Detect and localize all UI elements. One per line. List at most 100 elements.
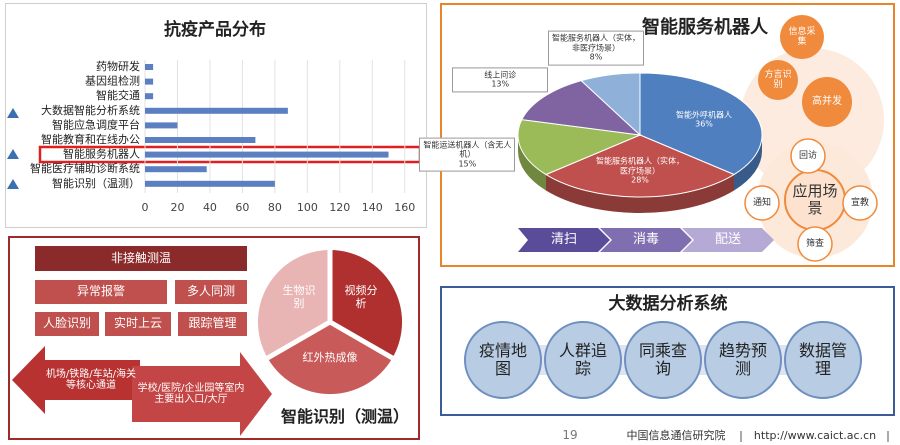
function-circle: [464, 321, 542, 399]
y-tick-label: 智能医疗辅助诊断系统: [30, 161, 140, 175]
x-tick-label: 120: [329, 201, 350, 214]
x-tick-label: 140: [362, 201, 383, 214]
feature-circle: [780, 15, 824, 59]
method-label: 生物识别: [282, 284, 316, 310]
pie-slice: [639, 72, 763, 176]
x-tick-label: 40: [203, 201, 217, 214]
page-number: 19: [562, 428, 578, 443]
pie-label-name: 智能外呼机器人: [676, 110, 733, 120]
chart-title: 抗疫产品分布: [164, 19, 266, 40]
pie-slice: [580, 72, 641, 137]
function-circle: [544, 321, 622, 399]
process-label: 消毒: [632, 231, 659, 247]
y-tick-label: 智能服务机器人: [63, 147, 140, 161]
bar: [145, 166, 207, 173]
feature-label: 异常报警: [76, 284, 125, 299]
method-label: 视频分析: [344, 284, 378, 310]
function-label: 疫情地图: [478, 340, 527, 378]
pie-slice-side: [734, 135, 762, 191]
feature-circle: [802, 77, 852, 127]
pie-label: 智能服务机器人（实体，非医疗场景） 8%: [548, 30, 644, 66]
bigdata-panel: [440, 286, 895, 416]
feature-label: 高并发: [812, 96, 842, 108]
pie-slice-side: [545, 174, 735, 213]
feature-label: 人脸识别: [42, 316, 91, 331]
feature-box: [178, 312, 247, 336]
pie-label-name: 线上问诊: [484, 70, 517, 80]
process-label: 清扫: [550, 231, 577, 247]
scenario-label: 回访: [798, 150, 817, 161]
bar: [145, 122, 178, 129]
panel-caption: 智能识别（测温）: [280, 406, 409, 426]
bar: [145, 180, 275, 187]
x-tick-label: 100: [297, 201, 318, 214]
feature-label: 实时上云: [113, 316, 162, 331]
bar: [145, 107, 288, 114]
pie-label-value: 8%: [589, 52, 603, 62]
method-label: 红外热成像: [302, 350, 358, 364]
robot-panel: [440, 3, 895, 267]
scenario-label: 筛查: [805, 238, 824, 249]
channel-arrow: [12, 346, 140, 414]
y-tick-label: 智能应急调度平台: [52, 117, 140, 131]
pie-label: 智能服务机器人（实体，医疗场景） 28%: [594, 157, 686, 186]
channel-label: 机场/铁路/车站/海关等核心通道: [45, 368, 137, 392]
x-tick-label: 20: [170, 201, 184, 214]
feature-box: [35, 246, 247, 271]
function-label: 趋势预测: [718, 340, 767, 378]
feature-box: [105, 312, 171, 336]
function-circle: [704, 321, 782, 399]
process-arrow: [682, 228, 774, 252]
scenario-circle: [797, 226, 833, 262]
pie-slice-side: [518, 135, 546, 191]
bar: [145, 64, 154, 70]
scenario-circle: [744, 185, 780, 221]
x-tick-label: 60: [235, 201, 249, 214]
channel-label: 学校/医院/企业园等室内主要出入口/大厅: [137, 382, 245, 406]
function-label: 同乘查询: [638, 340, 687, 378]
pie-label-value: 13%: [491, 79, 510, 89]
pie-label-name: 智能服务机器人（实体，医疗场景）: [596, 156, 684, 176]
function-circle: [624, 321, 702, 399]
pie-label-value: 28%: [631, 175, 649, 185]
y-tick-label: 药物研发: [96, 59, 140, 73]
y-tick-label: 智能教育和在线办公: [41, 132, 140, 146]
y-tick-label: 基因组检测: [85, 74, 140, 88]
scenario-label: 通知: [752, 197, 771, 208]
feature-label: 跟踪管理: [188, 316, 237, 331]
y-tick-label: 智能识别（温测）: [52, 176, 140, 190]
process-arrow: [600, 228, 692, 252]
sector-gap: [328, 319, 394, 361]
chart-title: 智能服务机器人: [642, 16, 769, 38]
bar-panel: [5, 3, 427, 228]
x-tick-label: 160: [394, 201, 415, 214]
bar: [145, 93, 154, 100]
feature-box: [175, 280, 247, 304]
feature-label: 方言识别: [764, 69, 792, 90]
x-tick-label: 80: [268, 201, 282, 214]
pie-label: 智能运送机器人（含无人机） 15%: [419, 137, 516, 172]
y-tick-label: 大数据智能分析系统: [41, 103, 140, 117]
marker-triangle: [7, 108, 19, 118]
scenario-center-label: 应用场景: [792, 181, 838, 217]
bar: [145, 137, 256, 143]
marker-triangle: [7, 149, 19, 159]
footer-org: 中国信息通信研究院: [626, 428, 726, 442]
pie-label-value: 15%: [458, 159, 477, 169]
feature-circle: [758, 60, 798, 100]
feature-box: [35, 280, 167, 304]
pie-slice: [517, 119, 642, 176]
feature-label: 信息采集: [788, 26, 816, 47]
process-arrow: [518, 228, 610, 252]
x-tick-label: 0: [142, 201, 149, 214]
bar: [145, 78, 154, 85]
recognition-panel: [8, 236, 420, 440]
pie-label-value: 36%: [695, 119, 713, 129]
scenario-circle: [842, 185, 878, 221]
feature-label: 非接触测温: [110, 250, 171, 265]
function-label: 人群追踪: [558, 340, 607, 378]
process-label: 配送: [714, 231, 741, 247]
